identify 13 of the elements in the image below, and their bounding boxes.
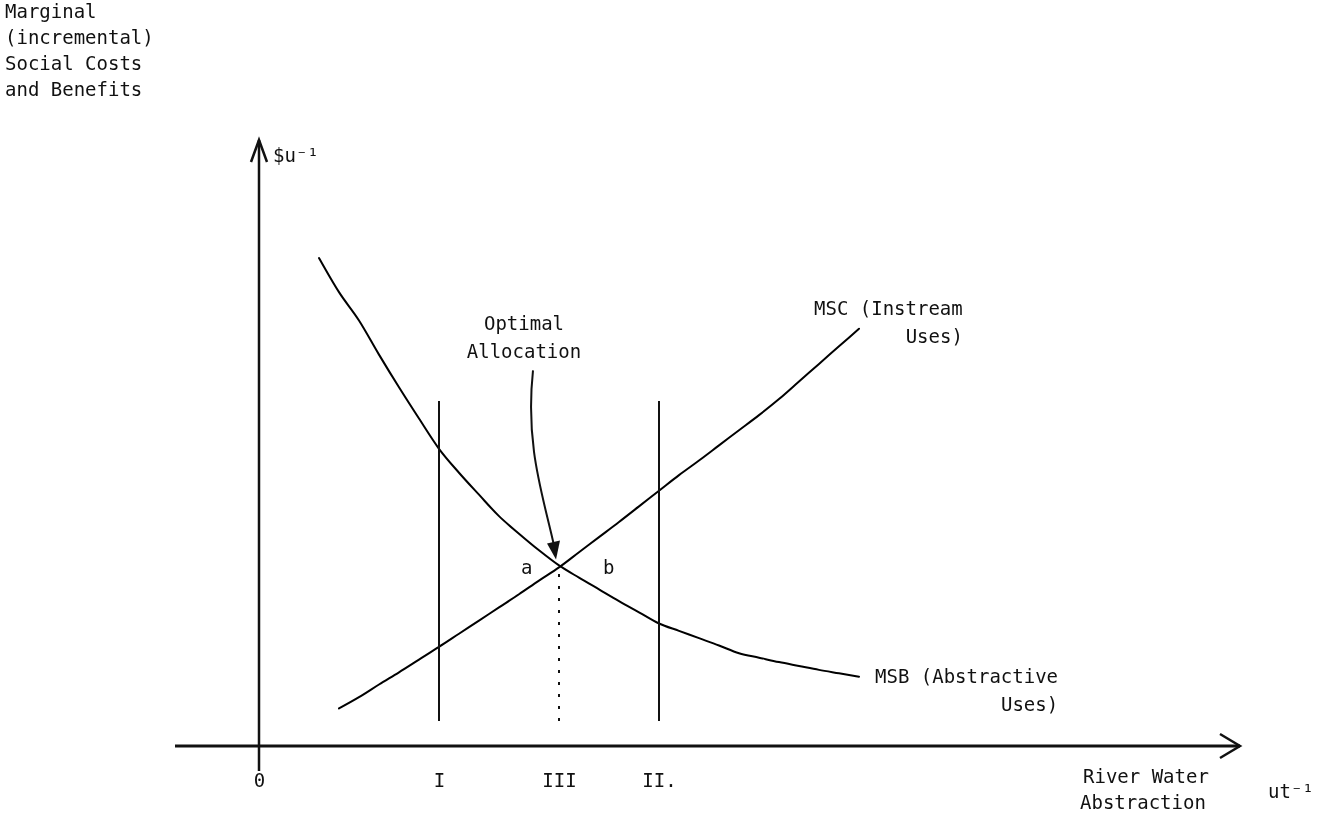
x-tick-label: 0 xyxy=(253,769,266,792)
text: Marginal (incremental) Social Costs and Benefits xyxy=(5,0,154,100)
series-label: MSC (Instream Uses) xyxy=(814,296,963,347)
x-tick-label: I xyxy=(433,769,446,792)
annotation: a xyxy=(521,556,533,578)
x-tick-label: II. xyxy=(642,769,677,792)
x-axis-title: River Water Abstraction xyxy=(1080,765,1209,813)
annotation: b xyxy=(603,556,615,578)
series-label: MSB (Abstractive Uses) xyxy=(875,664,1059,715)
text: $u⁻¹ xyxy=(273,144,319,166)
text: ut⁻¹ xyxy=(1268,780,1314,802)
annotation: Optimal Allocation xyxy=(466,312,582,363)
x-tick-label: III xyxy=(542,769,577,792)
